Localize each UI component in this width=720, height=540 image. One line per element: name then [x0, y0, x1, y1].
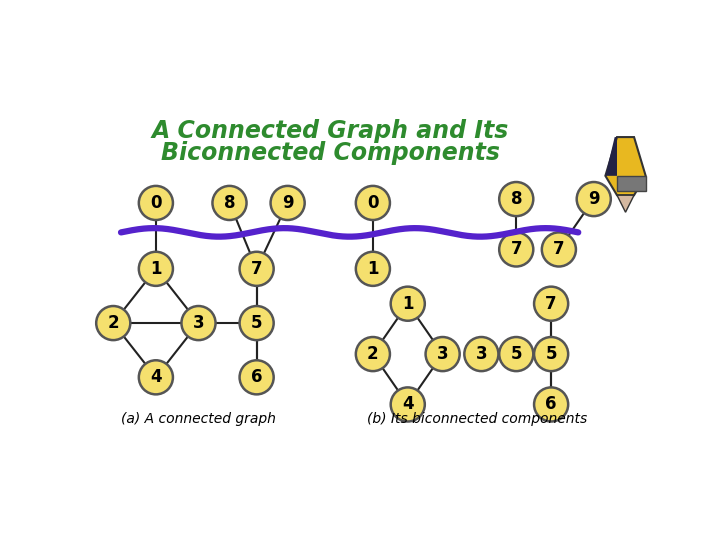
- Text: 9: 9: [282, 194, 294, 212]
- Text: 3: 3: [476, 345, 487, 363]
- Text: 7: 7: [553, 240, 564, 259]
- Circle shape: [534, 387, 568, 422]
- Circle shape: [139, 252, 173, 286]
- Circle shape: [534, 287, 568, 321]
- Text: 1: 1: [367, 260, 379, 278]
- Circle shape: [391, 387, 425, 422]
- Circle shape: [212, 186, 246, 220]
- Text: 3: 3: [437, 345, 449, 363]
- Circle shape: [464, 337, 498, 371]
- Text: 4: 4: [150, 368, 162, 386]
- Text: 9: 9: [588, 190, 600, 208]
- Text: (b) Its biconnected components: (b) Its biconnected components: [367, 412, 588, 426]
- Circle shape: [240, 360, 274, 394]
- Text: 1: 1: [402, 295, 413, 313]
- Text: 5: 5: [251, 314, 262, 332]
- Text: Biconnected Components: Biconnected Components: [161, 141, 500, 165]
- Circle shape: [356, 337, 390, 371]
- Circle shape: [499, 337, 534, 371]
- Circle shape: [181, 306, 215, 340]
- Text: 3: 3: [193, 314, 204, 332]
- Text: 5: 5: [510, 345, 522, 363]
- Text: 2: 2: [367, 345, 379, 363]
- Text: 7: 7: [510, 240, 522, 259]
- Circle shape: [240, 252, 274, 286]
- Circle shape: [577, 182, 611, 216]
- Text: 4: 4: [402, 395, 413, 414]
- Text: 0: 0: [367, 194, 379, 212]
- Polygon shape: [617, 195, 634, 212]
- Text: 1: 1: [150, 260, 161, 278]
- Text: 6: 6: [251, 368, 262, 386]
- Circle shape: [534, 337, 568, 371]
- Circle shape: [271, 186, 305, 220]
- Circle shape: [356, 252, 390, 286]
- Text: 6: 6: [545, 395, 557, 414]
- Text: 0: 0: [150, 194, 161, 212]
- Text: 8: 8: [510, 190, 522, 208]
- Text: 7: 7: [545, 295, 557, 313]
- Text: 2: 2: [107, 314, 119, 332]
- Circle shape: [139, 360, 173, 394]
- Text: 5: 5: [545, 345, 557, 363]
- Polygon shape: [617, 176, 646, 191]
- Circle shape: [356, 186, 390, 220]
- Text: 7: 7: [251, 260, 262, 278]
- Circle shape: [499, 232, 534, 267]
- Circle shape: [240, 306, 274, 340]
- Circle shape: [96, 306, 130, 340]
- Text: (a) A connected graph: (a) A connected graph: [121, 412, 276, 426]
- Polygon shape: [606, 137, 646, 195]
- Circle shape: [426, 337, 459, 371]
- Circle shape: [542, 232, 576, 267]
- Circle shape: [139, 186, 173, 220]
- Circle shape: [499, 182, 534, 216]
- Text: 8: 8: [224, 194, 235, 212]
- Text: A Connected Graph and Its: A Connected Graph and Its: [152, 119, 509, 143]
- Polygon shape: [606, 137, 617, 176]
- Circle shape: [391, 287, 425, 321]
